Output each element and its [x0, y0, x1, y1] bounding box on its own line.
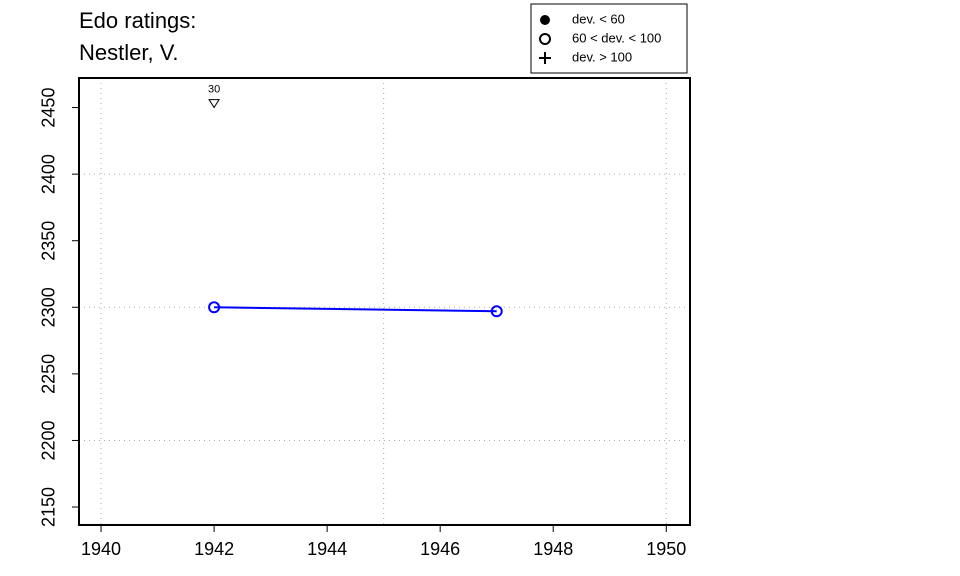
y-tick-label: 2300	[39, 287, 59, 327]
chart-title: Edo ratings:	[79, 8, 196, 33]
annotation-label: 30	[208, 83, 220, 95]
x-tick-label: 1942	[194, 539, 234, 559]
x-tick-label: 1948	[533, 539, 573, 559]
y-tick-label: 2400	[39, 154, 59, 194]
y-tick-label: 2450	[39, 88, 59, 128]
data-point	[208, 301, 221, 314]
x-tick-label: 1950	[646, 539, 686, 559]
legend-label: 60 < dev. < 100	[572, 30, 661, 45]
legend-marker	[539, 33, 551, 45]
data-point	[490, 305, 503, 318]
legend-label: dev. < 60	[572, 11, 625, 26]
annotation-marker	[208, 99, 220, 109]
x-tick-label: 1946	[420, 539, 460, 559]
legend-marker	[540, 15, 550, 25]
x-tick-label: 1944	[307, 539, 347, 559]
y-tick-label: 2200	[39, 420, 59, 460]
plot-frame	[78, 77, 691, 526]
y-tick-label: 2150	[39, 487, 59, 527]
legend-marker	[539, 52, 551, 64]
legend-label: dev. > 100	[572, 49, 632, 64]
chart-title: Nestler, V.	[79, 40, 178, 65]
y-tick-label: 2250	[39, 354, 59, 394]
x-tick-label: 1940	[81, 539, 121, 559]
y-tick-label: 2350	[39, 221, 59, 261]
legend-box	[530, 3, 688, 74]
series-line	[214, 306, 497, 313]
